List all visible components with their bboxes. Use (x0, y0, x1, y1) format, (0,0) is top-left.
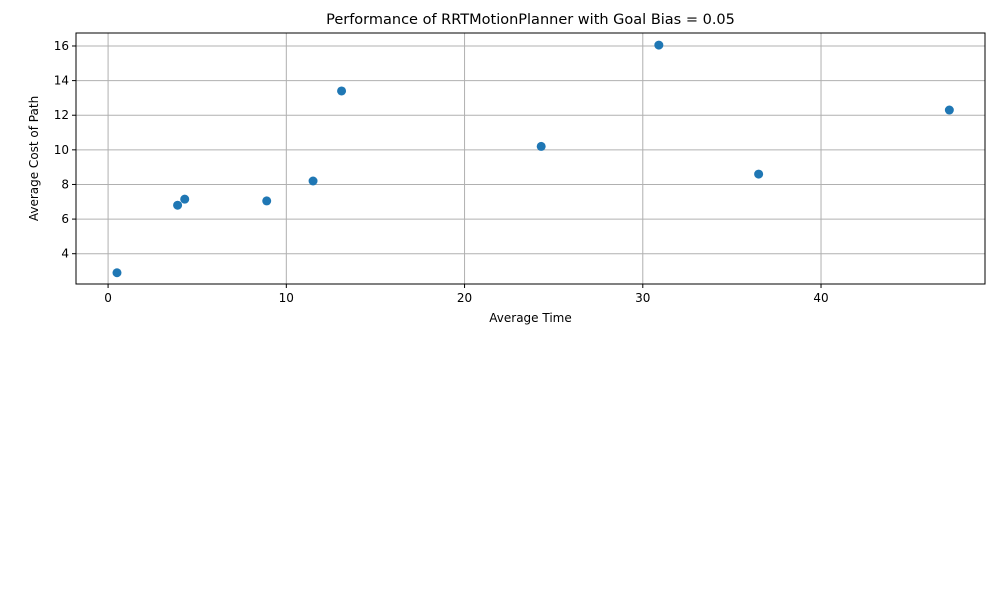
axis-ticks: 0 10 20 30 40 4 6 8 10 12 14 16 (54, 39, 829, 305)
data-point (262, 196, 272, 206)
y-tick-label: 14 (54, 74, 69, 88)
data-point (173, 200, 183, 210)
data-point (536, 141, 546, 151)
data-points (112, 40, 954, 278)
y-axis-label: Average Cost of Path (27, 96, 41, 221)
x-tick-label: 40 (813, 291, 828, 305)
grid-lines (76, 33, 985, 284)
chart-title: Performance of RRTMotionPlanner with Goa… (326, 12, 735, 28)
x-axis-label: Average Time (489, 311, 571, 325)
data-point (754, 169, 764, 179)
y-tick-label: 12 (54, 108, 69, 122)
x-tick-label: 0 (104, 291, 112, 305)
y-tick-label: 16 (54, 39, 69, 53)
data-point (944, 105, 954, 115)
data-point (112, 268, 122, 278)
x-tick-label: 10 (279, 291, 294, 305)
y-tick-label: 8 (61, 177, 69, 191)
x-tick-label: 20 (457, 291, 472, 305)
data-point (337, 86, 347, 96)
y-tick-label: 10 (54, 143, 69, 157)
plot-frame (75, 32, 986, 285)
y-tick-label: 6 (61, 212, 69, 226)
data-point (308, 176, 318, 186)
y-tick-label: 4 (61, 247, 69, 261)
data-point (654, 40, 664, 50)
x-tick-label: 30 (635, 291, 650, 305)
data-point (180, 194, 190, 204)
